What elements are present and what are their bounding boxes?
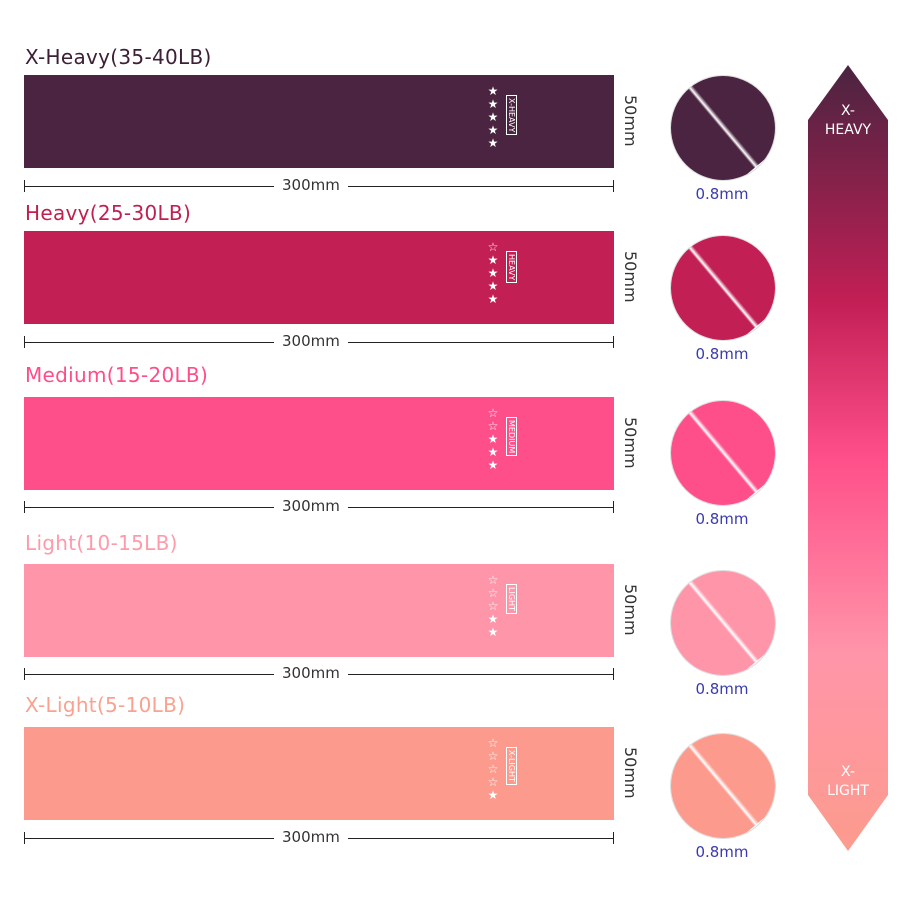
resistance-band: ★ ★ ★ ★ ★ X-HEAVY xyxy=(24,75,614,168)
thickness-label: 0.8mm xyxy=(695,680,749,698)
thickness-closeup xyxy=(670,570,776,676)
length-dimension: 300mm xyxy=(24,176,614,194)
band-tag: HEAVY xyxy=(506,251,517,284)
scale-bottom-label: X- LIGHT xyxy=(827,764,869,799)
star-rating-icons: ☆ ☆ ☆ ☆ ★ xyxy=(487,736,499,802)
length-label: 300mm xyxy=(274,828,348,846)
thickness-label: 0.8mm xyxy=(695,345,749,363)
thickness-closeup xyxy=(670,400,776,506)
band-title: Medium(15-20LB) xyxy=(25,363,209,387)
star-rating-icons: ☆ ★ ★ ★ ★ xyxy=(487,240,499,306)
thickness-label: 0.8mm xyxy=(695,185,749,203)
band-tag: LIGHT xyxy=(506,584,517,614)
star-rating-icons: ☆ ☆ ☆ ★ ★ xyxy=(487,573,499,639)
length-label: 300mm xyxy=(274,664,348,682)
band-title: Light(10-15LB) xyxy=(25,531,178,555)
thickness-closeup xyxy=(670,75,776,181)
resistance-scale-arrow xyxy=(808,65,888,851)
length-dimension: 300mm xyxy=(24,828,614,846)
star-rating-icons: ★ ★ ★ ★ ★ xyxy=(487,84,499,150)
thickness-label: 0.8mm xyxy=(695,510,749,528)
band-title: Heavy(25-30LB) xyxy=(25,201,192,225)
width-label: 50mm xyxy=(621,251,640,303)
width-dimension: 50mm xyxy=(621,727,640,820)
length-label: 300mm xyxy=(274,332,348,350)
resistance-band: ☆ ★ ★ ★ ★ HEAVY xyxy=(24,231,614,324)
band-tag: X-HEAVY xyxy=(506,95,517,136)
thickness-closeup xyxy=(670,733,776,839)
star-rating-icons: ☆ ☆ ★ ★ ★ xyxy=(487,406,499,472)
width-label: 50mm xyxy=(621,417,640,469)
resistance-band: ☆ ☆ ★ ★ ★ MEDIUM xyxy=(24,397,614,490)
length-dimension: 300mm xyxy=(24,497,614,515)
resistance-band: ☆ ☆ ☆ ★ ★ LIGHT xyxy=(24,564,614,657)
thickness-label: 0.8mm xyxy=(695,843,749,861)
width-label: 50mm xyxy=(621,95,640,147)
width-label: 50mm xyxy=(621,747,640,799)
length-label: 300mm xyxy=(274,176,348,194)
thickness-closeup xyxy=(670,235,776,341)
scale-top-label: X- HEAVY xyxy=(824,103,872,138)
band-tag: MEDIUM xyxy=(506,417,517,457)
width-dimension: 50mm xyxy=(621,75,640,168)
band-title: X-Light(5-10LB) xyxy=(25,693,186,717)
length-dimension: 300mm xyxy=(24,332,614,350)
width-dimension: 50mm xyxy=(621,231,640,324)
band-tag: X-LIGHT xyxy=(506,747,517,785)
width-dimension: 50mm xyxy=(621,397,640,490)
width-dimension: 50mm xyxy=(621,564,640,657)
length-dimension: 300mm xyxy=(24,664,614,682)
resistance-band: ☆ ☆ ☆ ☆ ★ X-LIGHT xyxy=(24,727,614,820)
band-title: X-Heavy(35-40LB) xyxy=(25,45,212,69)
length-label: 300mm xyxy=(274,497,348,515)
width-label: 50mm xyxy=(621,584,640,636)
